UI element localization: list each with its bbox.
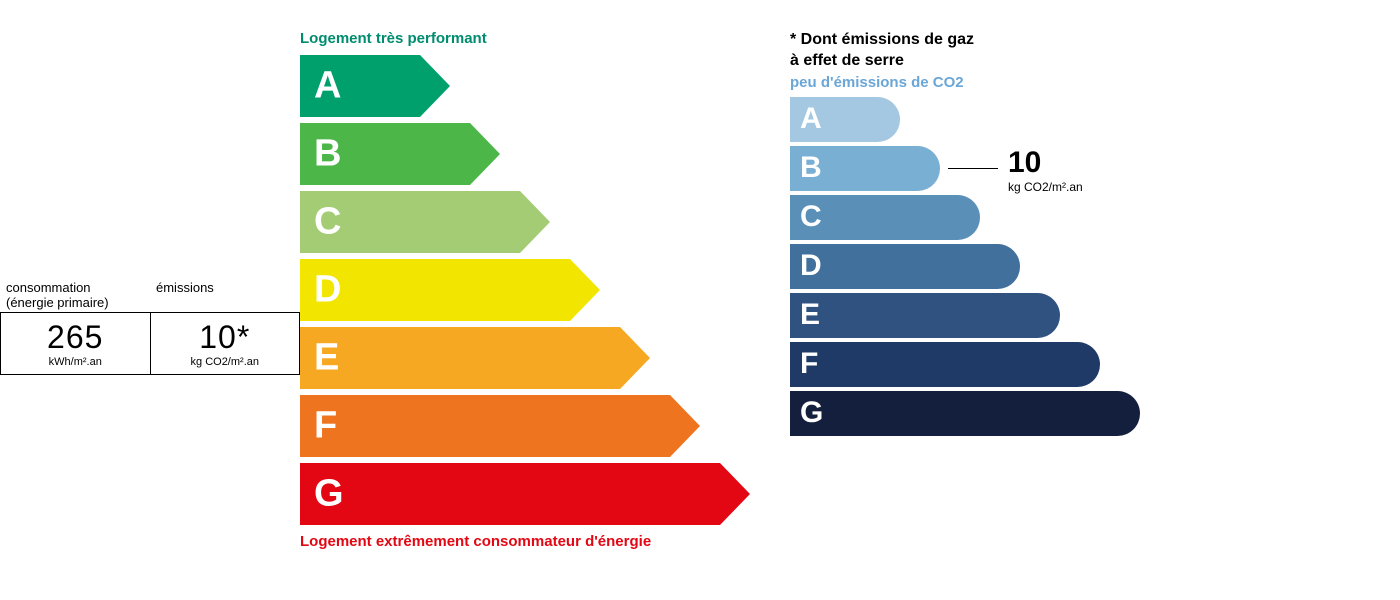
energy-bar-e: E [300,327,650,389]
consumption-value: 265 [47,319,103,355]
emissions-value-cell: 10* kg CO2/m².an [151,313,300,374]
ges-bar-d: D [790,244,1290,289]
consumption-value-cell: 265 kWh/m².an [1,313,151,374]
ges-bar-e: E [790,293,1290,338]
ges-bar-c: C [790,195,1290,240]
energy-top-label: Logement très performant [300,30,750,47]
energy-bar-letter: D [314,269,341,312]
ges-bars-container: AB 10kg CO2/m².an CDEFG [790,97,1290,436]
energy-bar-a: A [300,55,450,117]
ges-bar-letter: A [800,102,822,136]
energy-chart: Logement très performant ABCDEFG Logemen… [300,30,750,550]
ges-bar-letter: E [800,298,820,332]
ges-bar-a: A [790,97,1290,142]
energy-bar-letter: C [314,201,341,244]
ges-title: * Dont émissions de gaz à effet de serre [790,30,1290,72]
emissions-header: émissions [150,280,300,312]
energy-bar-c: C [300,191,550,253]
energy-bar-letter: B [314,133,341,176]
energy-bar-letter: F [314,405,337,448]
ges-indicator-unit: kg CO2/m².an [1008,180,1083,194]
energy-bars-container: ABCDEFG [300,55,750,525]
ges-bar-letter: G [800,396,823,430]
energy-bar-f: F [300,395,700,457]
consumption-unit: kWh/m².an [5,356,146,368]
ges-bar-letter: C [800,200,822,234]
consumption-header-line2: (énergie primaire) [6,295,109,310]
ges-bar-f: F [790,342,1290,387]
consumption-summary-box: consommation (énergie primaire) émission… [0,280,300,375]
ges-indicator-value: 10 [1008,146,1041,179]
emissions-value: 10* [199,319,250,355]
energy-bar-g: G [300,463,750,525]
ges-title-line2: à effet de serre [790,52,904,69]
ges-bar-g: G [790,391,1290,436]
consumption-header-line1: consommation [6,280,91,295]
ges-title-line1: * Dont émissions de gaz [790,31,974,48]
ges-bar-letter: F [800,347,818,381]
ges-bar-b: B 10kg CO2/m².an [790,146,1290,191]
ges-bar-letter: D [800,249,822,283]
ges-indicator-value-box: 10kg CO2/m².an [1008,146,1083,194]
energy-bar-letter: A [314,65,341,108]
energy-bottom-label: Logement extrêmement consommateur d'éner… [300,533,750,550]
emissions-unit: kg CO2/m².an [155,356,296,368]
energy-bar-letter: G [314,473,344,516]
consumption-header: consommation (énergie primaire) [0,280,150,312]
energy-bar-d: D [300,259,600,321]
ges-indicator-line [948,168,998,169]
ges-bar-letter: B [800,151,822,185]
ges-sub-label: peu d'émissions de CO2 [790,74,1290,91]
energy-bar-letter: E [314,337,339,380]
energy-bar-b: B [300,123,500,185]
ges-chart: * Dont émissions de gaz à effet de serre… [790,30,1290,436]
